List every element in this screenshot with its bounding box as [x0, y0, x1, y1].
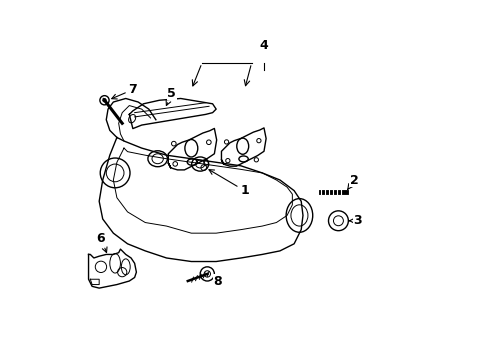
- Text: 4: 4: [259, 39, 268, 52]
- Text: 5: 5: [166, 87, 176, 105]
- Text: 8: 8: [213, 275, 222, 288]
- Text: 2: 2: [347, 174, 358, 189]
- Text: 3: 3: [349, 214, 362, 227]
- Text: 1: 1: [208, 170, 248, 197]
- Text: 7: 7: [111, 83, 137, 99]
- Text: 6: 6: [97, 232, 107, 252]
- Circle shape: [100, 96, 109, 105]
- Circle shape: [102, 99, 106, 102]
